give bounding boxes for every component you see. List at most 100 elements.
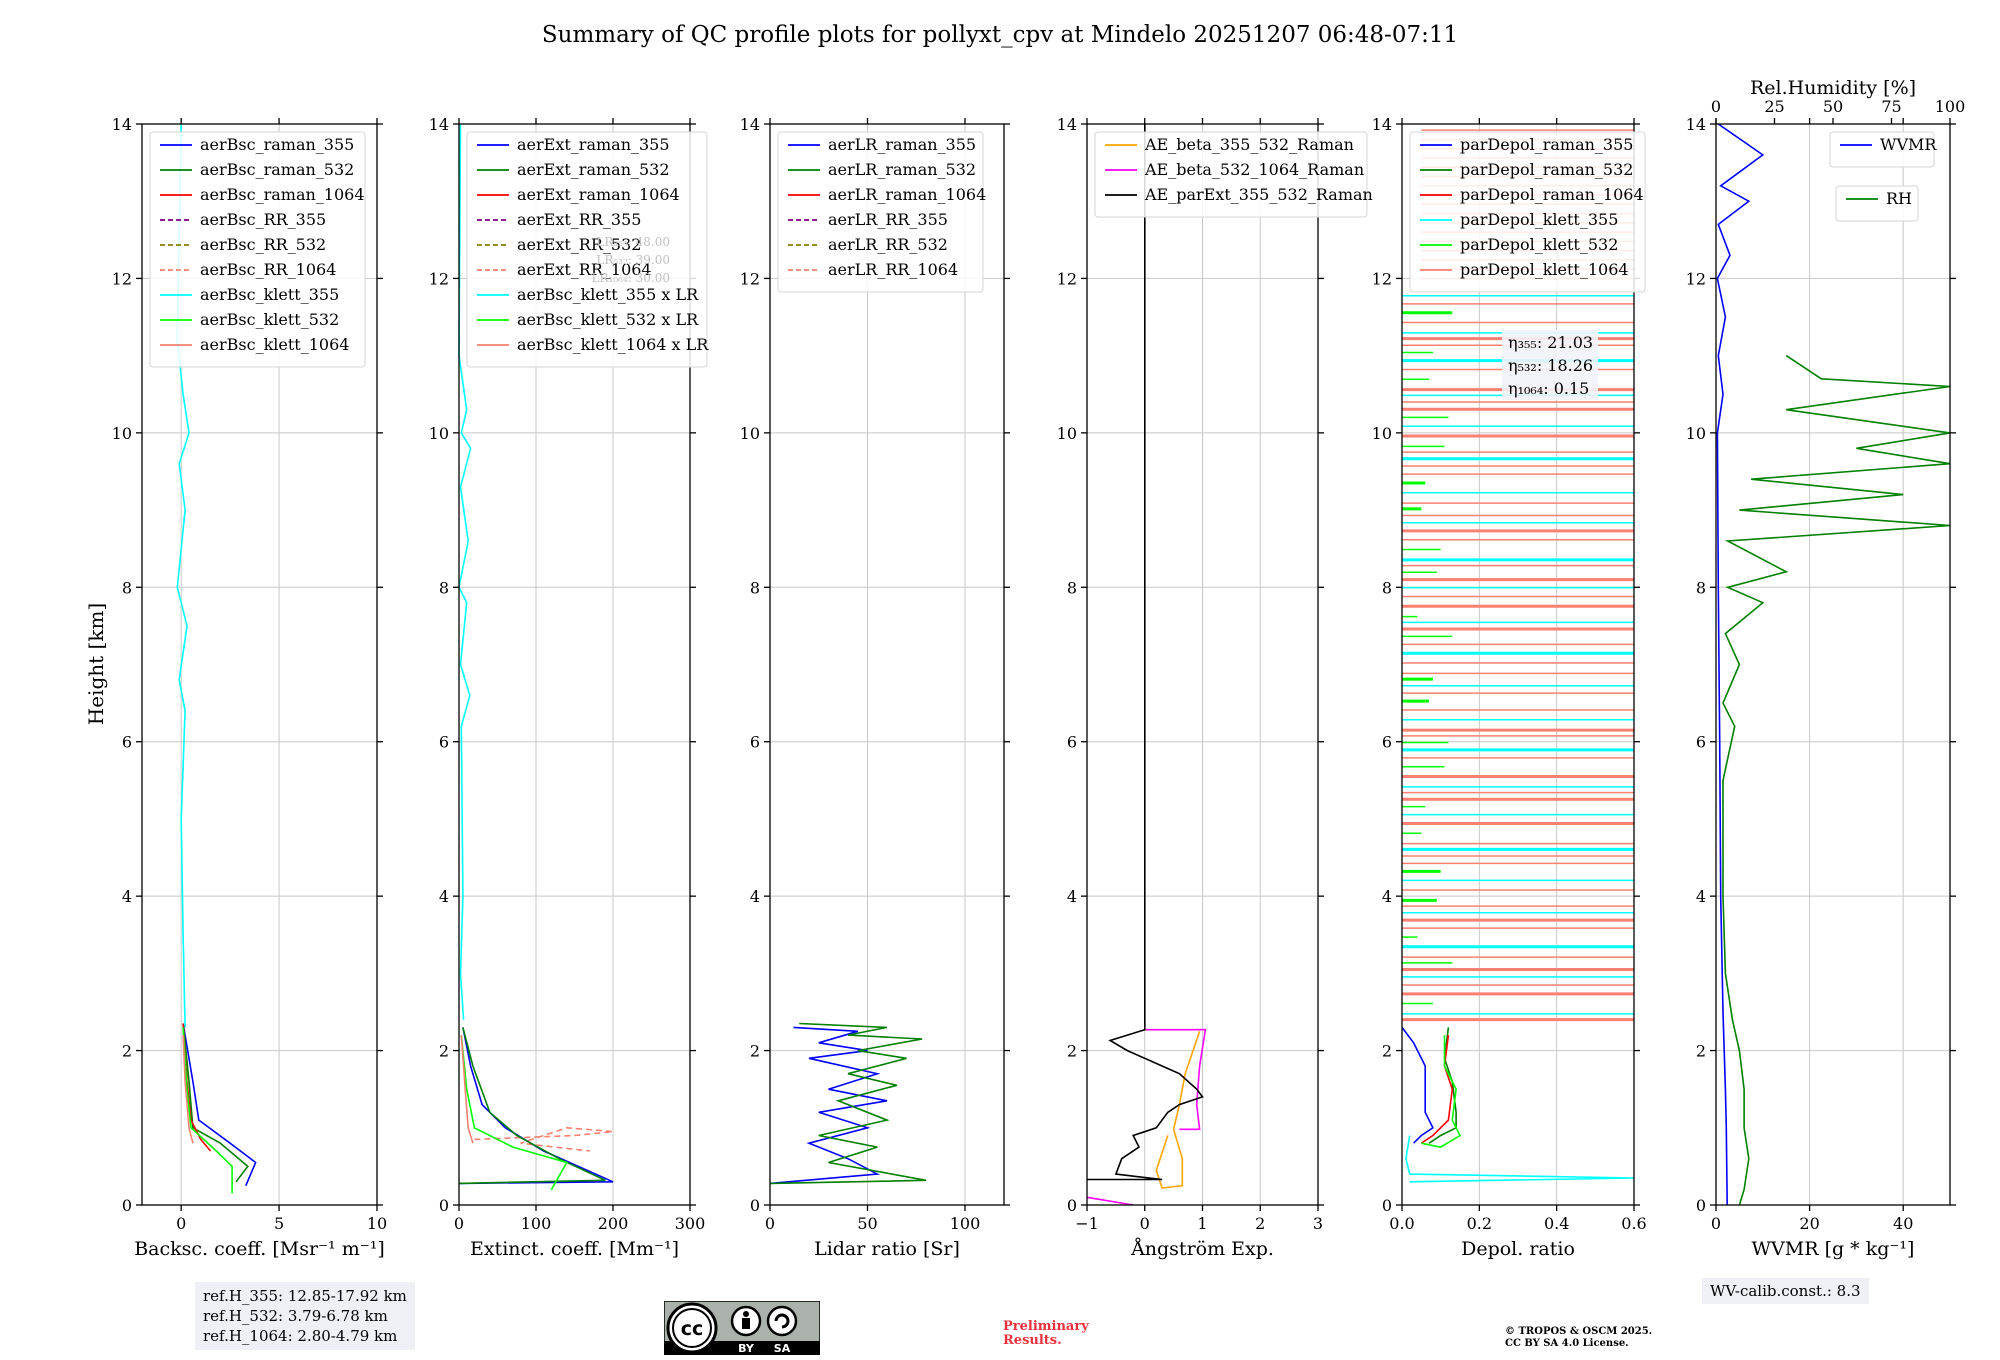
- legend-box: [1835, 185, 1919, 222]
- legend: AE_beta_355_532_Raman AE_beta_532_1064_Ra…: [1094, 131, 1373, 218]
- legend-label: parDepol_raman_355: [1460, 135, 1633, 154]
- legend-label: WVMR: [1880, 135, 1937, 154]
- legend-label: aerBsc_raman_1064: [200, 185, 365, 204]
- x-tick-label: 0.2: [1467, 1214, 1492, 1233]
- x-tick-label: 10: [367, 1214, 387, 1233]
- y-tick-label: 0: [750, 1196, 760, 1215]
- y-tick-label: 14: [1686, 115, 1706, 134]
- preliminary-results-note: Preliminary Results.: [1003, 1320, 1089, 1348]
- legend-label: AE_beta_532_1064_Raman: [1144, 160, 1364, 179]
- y-tick-label: 0: [1382, 1196, 1392, 1215]
- ref-height-1064: ref.H_1064: 2.80-4.79 km: [203, 1327, 398, 1345]
- panel-frame: [1401, 123, 1635, 1206]
- series-AE_beta_532_1064_Raman_low: [1086, 1196, 1134, 1206]
- y-tick-label: 2: [750, 1042, 760, 1061]
- y-tick-label: 14: [740, 115, 760, 134]
- y-axis-label: Height [km]: [84, 603, 108, 725]
- y-tick-label: 2: [1067, 1042, 1077, 1061]
- y-tick-label: 12: [1372, 269, 1392, 288]
- series-parDepol_klett_532: [1421, 1035, 1462, 1148]
- preliminary-line-2: Results.: [1003, 1333, 1062, 1348]
- x-tick-label: 0.0: [1389, 1214, 1414, 1233]
- series-aerBsc_klett_532 x LR: [460, 1035, 568, 1190]
- series-aerBsc_klett_355: [176, 123, 190, 1028]
- y-tick-label: 10: [1686, 424, 1706, 443]
- copyright-line-1: © TROPOS & OSCM 2025.: [1505, 1326, 1653, 1337]
- y-tick-label: 10: [1057, 424, 1077, 443]
- y-tick-label: 8: [1382, 578, 1392, 597]
- y-tick-label: 10: [740, 424, 760, 443]
- x-tick-label: 0: [1711, 1214, 1721, 1233]
- legend-label: aerExt_RR_1064: [517, 260, 652, 279]
- series-aerExt_raman_355: [458, 1027, 614, 1185]
- legend-label: parDepol_klett_532: [1460, 235, 1618, 254]
- panel-frame: [769, 123, 1005, 1206]
- x-tick-label: 5: [274, 1214, 284, 1233]
- y-tick-label: 2: [122, 1042, 132, 1061]
- cc-badge-cc: cc: [681, 1318, 704, 1340]
- x-axis-label: Extinct. coeff. [Mm⁻¹]: [470, 1238, 679, 1260]
- y-tick-label: 4: [1382, 887, 1392, 906]
- y-tick-label: 14: [1057, 115, 1077, 134]
- legend-box: [466, 131, 708, 368]
- x-tick-label: 0: [765, 1214, 775, 1233]
- series-WVMR: [1716, 123, 1765, 1206]
- panel-bsc: 0 5 10 0 2 4 6 8 10 12 14 Backsc. coeff. [Msr⁻¹ m⁻¹…: [112, 115, 388, 1260]
- legend-label: aerBsc_raman_355: [200, 135, 354, 154]
- legend-label: AE_parExt_355_532_Raman: [1144, 185, 1373, 204]
- legend-label: aerLR_RR_1064: [828, 260, 958, 279]
- y-tick-label: 4: [122, 887, 132, 906]
- series-parDepol_raman_355: [1401, 1026, 1434, 1144]
- x-axis-label: Backsc. coeff. [Msr⁻¹ m⁻¹]: [134, 1238, 385, 1260]
- y-tick-label: 0: [122, 1196, 132, 1215]
- y-tick-label: 8: [750, 578, 760, 597]
- panel-frame: [1715, 123, 1951, 1206]
- series-AE_parExt_355_532_Raman: [1087, 124, 1204, 1181]
- lr-label: LR₅₃₂: 39.00: [596, 253, 670, 267]
- series-aerBsc_klett_532: [182, 1027, 233, 1194]
- y-tick-label: 4: [439, 887, 449, 906]
- top-x-tick-label: 50: [1823, 97, 1843, 116]
- legend-box: [149, 131, 366, 368]
- legend-label: parDepol_raman_1064: [1460, 185, 1644, 204]
- copyright-line-2: CC BY SA 4.0 License.: [1505, 1338, 1629, 1349]
- x-tick-label: −1: [1075, 1214, 1099, 1233]
- x-tick-label: 200: [598, 1214, 629, 1233]
- y-tick-label: 12: [112, 269, 132, 288]
- legend-label: aerExt_RR_355: [517, 210, 641, 229]
- legend-box: [1829, 131, 1935, 168]
- top-x-tick-label: 25: [1764, 97, 1784, 116]
- legend-label: aerBsc_klett_532: [200, 310, 339, 329]
- preliminary-line-1: Preliminary: [1003, 1319, 1089, 1334]
- y-tick-label: 0: [439, 1196, 449, 1215]
- legend-label: aerLR_RR_532: [828, 235, 948, 254]
- y-tick-label: 8: [122, 578, 132, 597]
- cc-license-badge: cc BY SA: [664, 1301, 820, 1355]
- y-tick-label: 14: [112, 115, 132, 134]
- y-tick-label: 8: [439, 578, 449, 597]
- legend-label: aerBsc_klett_532 x LR: [517, 310, 699, 329]
- legend-label: aerBsc_raman_532: [200, 160, 354, 179]
- top-x-axis-label: Rel.Humidity [%]: [1750, 77, 1916, 99]
- top-x-tick-label: 100: [1935, 97, 1966, 116]
- panel-ext: 0 100 200 300 0 2 4 6 8 10 12 14 Extinct. coeff. [Mm…: [429, 115, 710, 1260]
- y-tick-label: 0: [1067, 1196, 1077, 1215]
- legend-label: AE_beta_355_532_Raman: [1144, 135, 1354, 154]
- legend-box: [1094, 131, 1368, 218]
- legend-label: RH: [1886, 189, 1912, 208]
- series-aerBsc_klett_1064 x LR: [460, 1035, 474, 1144]
- panel-depol: 0.0 0.2 0.4 0.6 0 2 4 6 8 10 12 14 Depol. ratio parDe…: [1372, 115, 1647, 1260]
- y-tick-label: 8: [1067, 578, 1077, 597]
- reference-heights-box: ref.H_355: 12.85-17.92 km ref.H_532: 3.7…: [195, 1282, 415, 1350]
- panel-wv: 0 20 40 0 2 4 6 8 10 12 14 WVMR [g * kg⁻¹] 0 25 50 75 10…: [1686, 77, 1966, 1260]
- x-tick-label: 50: [857, 1214, 877, 1233]
- legend: aerExt_raman_355 aerExt_raman_532 aerExt_r…: [466, 131, 709, 368]
- y-tick-label: 0: [1696, 1196, 1706, 1215]
- ref-height-532: ref.H_532: 3.79-6.78 km: [203, 1307, 388, 1325]
- x-tick-label: 20: [1799, 1214, 1819, 1233]
- legend-label: aerExt_RR_532: [517, 235, 641, 254]
- lr-label: LR₃₅₅: 48.00: [596, 235, 670, 249]
- legend-label: aerExt_raman_1064: [517, 185, 680, 204]
- x-axis-label: Lidar ratio [Sr]: [814, 1238, 960, 1260]
